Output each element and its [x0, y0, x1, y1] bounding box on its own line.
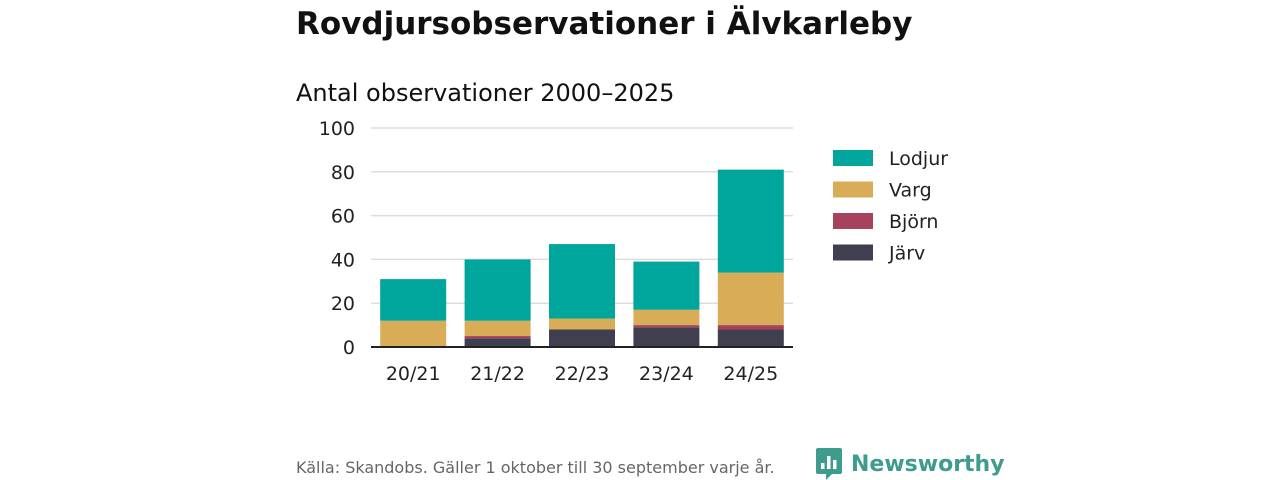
legend-label[interactable]: Varg [889, 180, 932, 202]
bars [380, 169, 784, 347]
chart-title: Rovdjursobservationer i Älvkarleby [296, 6, 913, 42]
bar-segment[interactable] [549, 329, 615, 347]
y-tick-label: 0 [343, 337, 355, 359]
bar-segment[interactable] [464, 336, 531, 339]
y-tick-label: 20 [331, 293, 355, 315]
stacked-bar-chart: 0 20 40 60 80 100 20/21 21/22 22/23 23/24 24/25 L… [319, 118, 949, 385]
y-axis-ticks: 0 20 40 60 80 100 [319, 118, 355, 359]
legend-swatch [833, 244, 873, 261]
bar-segment[interactable] [549, 318, 615, 330]
legend-label[interactable]: Lodjur [889, 148, 948, 170]
bar-segment[interactable] [633, 261, 700, 310]
bar-segment[interactable] [717, 325, 784, 330]
bar-segment[interactable] [464, 259, 531, 321]
legend-swatch [833, 213, 873, 229]
x-tick-label: 24/25 [723, 363, 778, 385]
y-tick-label: 40 [331, 249, 355, 271]
x-axis-ticks: 20/21 21/22 22/23 23/24 24/25 [386, 363, 778, 385]
bar-segment[interactable] [633, 309, 700, 326]
bar-segment[interactable] [380, 320, 447, 347]
brand-logo[interactable]: Newsworthy [815, 447, 1005, 480]
y-tick-label: 60 [331, 206, 355, 228]
bar-segment[interactable] [464, 338, 531, 347]
bar-segment[interactable] [717, 272, 784, 326]
bar-segment[interactable] [464, 320, 531, 337]
bar-segment[interactable] [717, 169, 784, 273]
legend-swatch [833, 150, 873, 166]
newsworthy-logo-icon [816, 448, 842, 480]
y-tick-label: 80 [331, 162, 355, 184]
legend-label[interactable]: Järv [888, 243, 925, 265]
bar-segment[interactable] [717, 329, 784, 347]
bar-segment[interactable] [549, 244, 615, 319]
bar-segment[interactable] [380, 279, 447, 321]
bar-segment[interactable] [633, 325, 700, 328]
source-note: Källa: Skandobs. Gäller 1 oktober till 3… [296, 458, 775, 477]
legend: Lodjur Varg Björn Järv [833, 148, 948, 265]
x-tick-label: 21/22 [470, 363, 525, 385]
legend-label[interactable]: Björn [889, 211, 938, 233]
x-tick-label: 20/21 [386, 363, 441, 385]
legend-swatch [833, 181, 873, 198]
bar-segment[interactable] [633, 327, 700, 347]
y-tick-label: 100 [319, 118, 355, 140]
x-tick-label: 22/23 [555, 363, 610, 385]
x-tick-label: 23/24 [639, 363, 694, 385]
brand-name: Newsworthy [851, 451, 1005, 477]
chart-subtitle: Antal observationer 2000–2025 [296, 79, 675, 107]
